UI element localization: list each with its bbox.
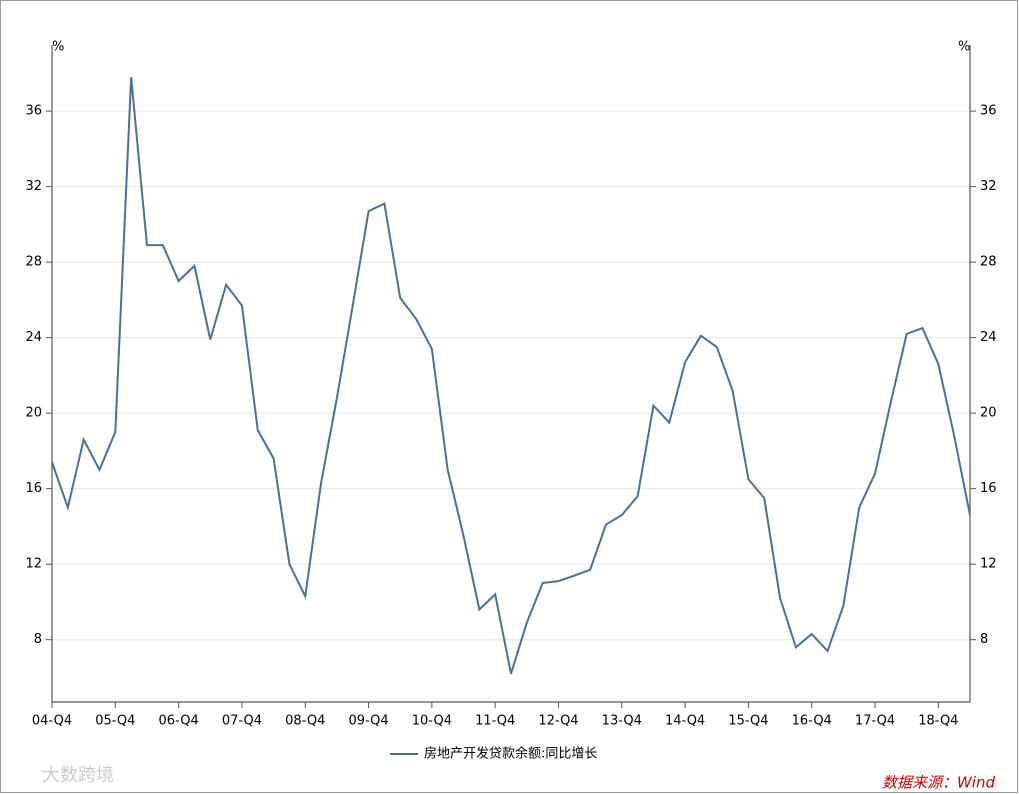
y-tick-label: 12 <box>25 557 42 572</box>
x-tick-label: 16-Q4 <box>792 714 832 729</box>
watermark: 大数跨境 <box>42 765 114 786</box>
y2-tick-label: 16 <box>980 481 997 496</box>
x-tick-label: 13-Q4 <box>602 714 642 729</box>
y2-tick-label: 20 <box>980 406 997 421</box>
x-tick-label: 10-Q4 <box>412 714 452 729</box>
x-tick-label: 08-Q4 <box>285 714 325 729</box>
y-unit: % <box>52 40 64 55</box>
y2-unit: % <box>958 40 970 55</box>
x-tick-label: 04-Q4 <box>32 714 72 729</box>
y2-tick-label: 32 <box>980 179 997 194</box>
source: 数据来源：Wind <box>882 774 996 792</box>
y-tick-label: 16 <box>25 481 42 496</box>
x-tick-label: 09-Q4 <box>348 714 388 729</box>
x-tick-label: 06-Q4 <box>159 714 199 729</box>
y-tick-label: 36 <box>25 104 42 119</box>
y2-tick-label: 24 <box>980 330 997 345</box>
y-tick-label: 32 <box>25 179 42 194</box>
y-tick-label: 28 <box>25 255 42 270</box>
y-tick-label: 8 <box>34 632 42 647</box>
y-tick-label: 20 <box>25 406 42 421</box>
x-tick-label: 07-Q4 <box>222 714 262 729</box>
y2-tick-label: 8 <box>980 632 988 647</box>
x-tick-label: 17-Q4 <box>855 714 895 729</box>
series-line <box>51 77 971 674</box>
x-tick-label: 18-Q4 <box>918 714 958 729</box>
x-tick-label: 14-Q4 <box>665 714 705 729</box>
y-tick-label: 24 <box>25 330 42 345</box>
x-tick-label: 12-Q4 <box>538 714 578 729</box>
y2-tick-label: 12 <box>980 557 997 572</box>
x-tick-label: 05-Q4 <box>95 714 135 729</box>
legend-label: 房地产开发贷款余额:同比增长 <box>424 746 597 762</box>
x-tick-label: 11-Q4 <box>475 714 515 729</box>
y2-tick-label: 36 <box>980 104 997 119</box>
y2-tick-label: 28 <box>980 255 997 270</box>
x-tick-label: 15-Q4 <box>728 714 768 729</box>
